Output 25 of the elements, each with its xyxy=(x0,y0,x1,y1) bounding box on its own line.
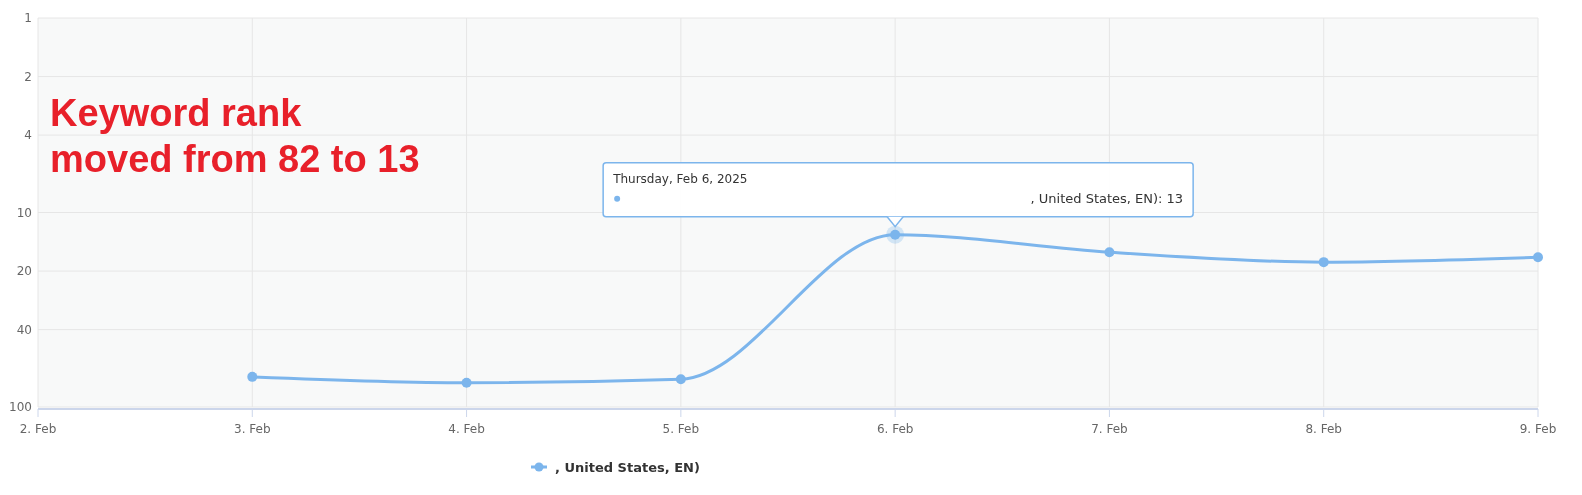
point xyxy=(461,377,472,388)
point xyxy=(675,374,686,385)
legend-label: , United States, EN) xyxy=(555,459,700,475)
annotation: Keyword rank moved from 82 to 13 xyxy=(50,92,420,180)
x-tick-label: 2. Feb xyxy=(19,422,57,436)
x-tick-label: 5. Feb xyxy=(662,422,700,436)
point xyxy=(247,371,258,382)
point xyxy=(1318,257,1329,268)
point xyxy=(1104,247,1115,258)
y-tick-label: 4 xyxy=(24,128,32,143)
x-tick-label: 8. Feb xyxy=(1305,422,1342,436)
x-tick-label: 7. Feb xyxy=(1091,422,1128,436)
y-tick-label: 2 xyxy=(24,69,32,84)
x-tick-label: 4. Feb xyxy=(448,422,485,436)
y-tick-label: 20 xyxy=(16,264,32,279)
y-tick-label: 100 xyxy=(9,400,32,415)
x-tick-label: 3. Feb xyxy=(234,422,271,436)
y-tick-label: 10 xyxy=(16,205,32,220)
y-tick-label: 1 xyxy=(24,11,32,26)
x-tick-label: 6. Feb xyxy=(876,422,914,436)
annotation: , United States, EN): 13 xyxy=(1030,190,1184,206)
point xyxy=(1533,252,1543,263)
y-tick-label: 40 xyxy=(16,322,32,337)
annotation: Thursday, Feb 6, 2025 xyxy=(612,171,748,186)
x-tick-label: 9. Feb xyxy=(1519,422,1557,436)
